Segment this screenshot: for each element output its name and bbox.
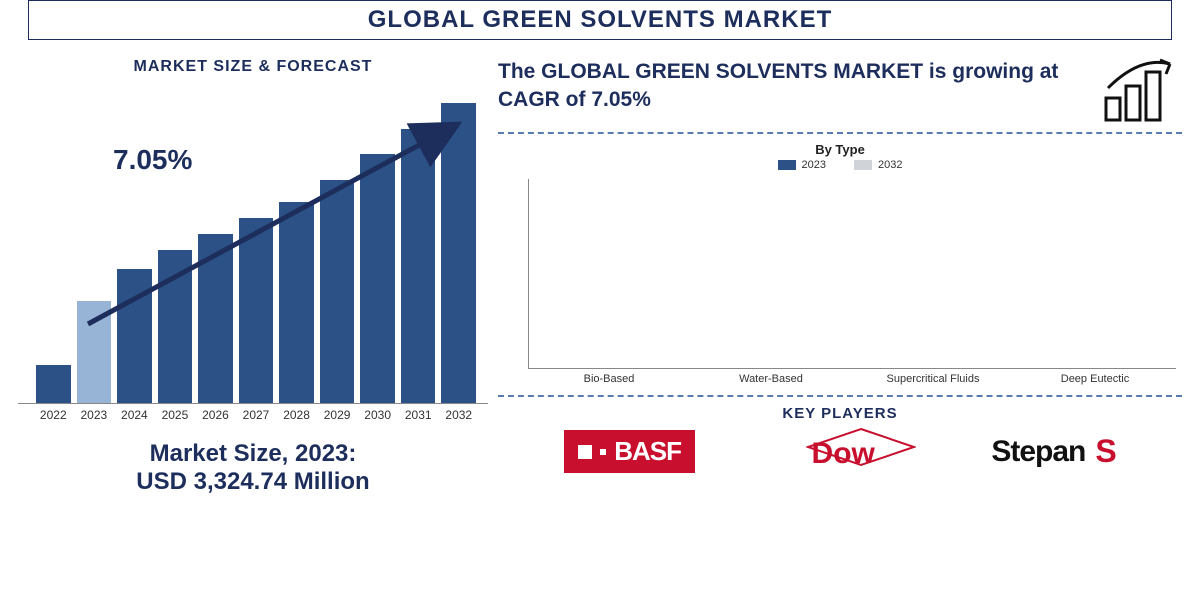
forecast-x-label: 2027 (239, 408, 274, 422)
logos-row: BASF Dow Stepan S (498, 430, 1182, 473)
legend-label: 2023 (802, 159, 826, 171)
forecast-section-label: MARKET SIZE & FORECAST (18, 58, 488, 76)
bytype-x-label: Supercritical Fluids (852, 373, 1014, 385)
bytype-x-label: Bio-Based (528, 373, 690, 385)
forecast-x-label: 2028 (279, 408, 314, 422)
forecast-bar (158, 250, 193, 403)
bytype-x-axis-labels: Bio-BasedWater-BasedSupercritical Fluids… (528, 373, 1176, 385)
headline-text: The GLOBAL GREEN SOLVENTS MARKET is grow… (498, 58, 1082, 115)
forecast-bar-chart: 7.05% (18, 84, 488, 404)
forecast-bar (77, 301, 112, 403)
forecast-x-label: 2023 (77, 408, 112, 422)
dashed-divider (498, 395, 1182, 397)
forecast-x-label: 2029 (320, 408, 355, 422)
market-size-block: Market Size, 2023: USD 3,324.74 Million (18, 440, 488, 496)
right-column: The GLOBAL GREEN SOLVENTS MARKET is grow… (488, 58, 1182, 496)
stepan-mark-icon: S (1095, 433, 1115, 470)
market-size-label: Market Size, 2023: (18, 440, 488, 468)
legend-swatch-icon (854, 160, 872, 170)
infographic-page: GLOBAL GREEN SOLVENTS MARKET MARKET SIZE… (0, 0, 1200, 600)
growth-chart-icon (1100, 58, 1182, 122)
legend-label: 2032 (878, 159, 902, 171)
logo-stepan: Stepan S (991, 433, 1115, 470)
basf-text: BASF (614, 436, 681, 467)
legend-swatch-icon (778, 160, 796, 170)
basf-square-icon (578, 445, 592, 459)
forecast-x-label: 2030 (360, 408, 395, 422)
forecast-x-label: 2024 (117, 408, 152, 422)
two-column-layout: MARKET SIZE & FORECAST 7.05% 20222023202… (18, 58, 1182, 496)
legend-item: 2032 (854, 159, 902, 171)
logo-basf: BASF (564, 430, 695, 473)
legend-item: 2023 (778, 159, 826, 171)
forecast-bar (320, 180, 355, 403)
forecast-bar (279, 202, 314, 403)
page-title: GLOBAL GREEN SOLVENTS MARKET (368, 6, 832, 34)
bytype-legend: 2023 2032 (498, 159, 1182, 171)
forecast-x-label: 2026 (198, 408, 233, 422)
forecast-x-label: 2022 (36, 408, 71, 422)
forecast-bar (401, 129, 436, 403)
basf-dot-icon (600, 449, 606, 455)
dow-diamond-icon (806, 427, 916, 467)
forecast-x-label: 2031 (401, 408, 436, 422)
bytype-block: By Type 2023 2032 Bio-BasedWater-BasedSup… (498, 142, 1182, 385)
forecast-bar (360, 154, 395, 403)
forecast-x-label: 2032 (441, 408, 476, 422)
forecast-x-label: 2025 (158, 408, 193, 422)
forecast-bar (441, 103, 476, 403)
title-bar: GLOBAL GREEN SOLVENTS MARKET (28, 0, 1172, 40)
dashed-divider (498, 132, 1182, 134)
left-column: MARKET SIZE & FORECAST 7.05% 20222023202… (18, 58, 488, 496)
forecast-bar (239, 218, 274, 403)
forecast-bar (117, 269, 152, 403)
headline-row: The GLOBAL GREEN SOLVENTS MARKET is grow… (498, 58, 1182, 122)
keyplayers-label: KEY PLAYERS (498, 405, 1182, 422)
bytype-grouped-bar-chart (528, 179, 1176, 369)
bytype-x-label: Water-Based (690, 373, 852, 385)
logo-dow: Dow (812, 433, 875, 471)
bytype-bar-groups (541, 179, 1164, 368)
bytype-x-label: Deep Eutectic (1014, 373, 1176, 385)
forecast-x-axis-labels: 2022 2023 2024 2025 2026 2027 2028 2029 2030 2031… (36, 408, 476, 422)
forecast-bar (36, 365, 71, 403)
bytype-title: By Type (498, 142, 1182, 157)
market-size-value: USD 3,324.74 Million (18, 468, 488, 496)
forecast-bars-container (36, 84, 476, 403)
forecast-bar (198, 234, 233, 403)
stepan-text: Stepan (991, 435, 1085, 469)
cagr-callout: 7.05% (113, 144, 192, 176)
